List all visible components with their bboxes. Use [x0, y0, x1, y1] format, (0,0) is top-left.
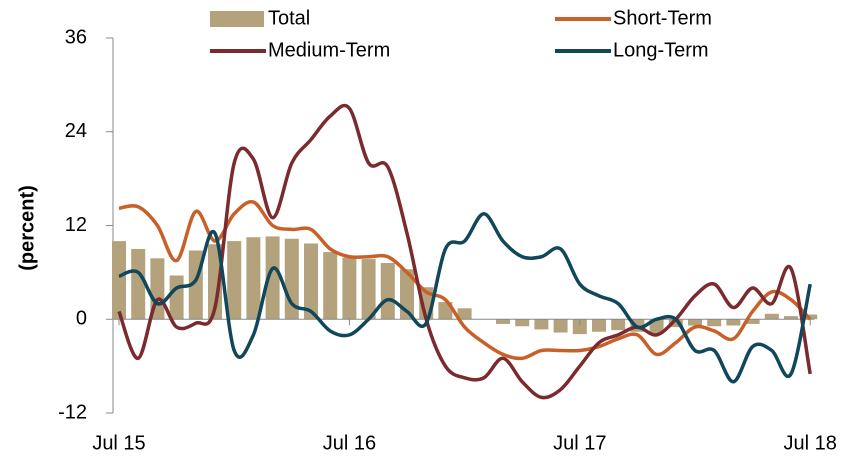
x-tick-label: Jul 18	[784, 432, 837, 454]
bar	[169, 275, 184, 320]
bar	[649, 319, 664, 334]
bar	[361, 259, 376, 320]
y-tick-label: 24	[65, 120, 87, 142]
bar	[572, 319, 587, 335]
line	[117, 103, 812, 400]
legend-label: Long-Term	[613, 39, 709, 61]
x-tick-label: Jul 15	[92, 432, 145, 454]
bar	[784, 316, 798, 320]
legend-label: Total	[268, 7, 310, 29]
x-tick-label: Jul 17	[553, 432, 606, 454]
x-tick-label: Jul 16	[323, 432, 376, 454]
y-axis-label: (percent)	[16, 185, 38, 271]
bar	[688, 319, 702, 326]
line	[118, 200, 812, 361]
bar	[745, 319, 760, 324]
line	[118, 212, 812, 384]
bar	[342, 257, 357, 320]
y-tick-label: 36	[65, 26, 87, 48]
bar	[764, 313, 779, 320]
y-tick-label: 0	[76, 308, 87, 330]
bar	[265, 236, 280, 320]
bar	[726, 319, 741, 326]
bar	[515, 319, 530, 327]
y-tick-label: 12	[65, 214, 87, 236]
bar	[131, 248, 146, 320]
bar	[304, 243, 318, 320]
bar	[496, 319, 510, 324]
bar	[707, 319, 722, 327]
bar	[246, 237, 261, 320]
bar	[553, 319, 568, 333]
bar	[227, 241, 242, 320]
bar	[323, 252, 338, 320]
legend-label: Short-Term	[613, 7, 712, 29]
y-tick-label: -12	[58, 401, 87, 423]
bar	[380, 263, 395, 320]
bar	[457, 308, 472, 320]
bar	[592, 319, 606, 332]
bar	[668, 319, 683, 328]
legend-swatch	[210, 11, 264, 27]
bar	[208, 244, 222, 320]
legend-label: Medium-Term	[268, 39, 390, 61]
bar	[112, 241, 126, 320]
bar	[534, 319, 549, 330]
bar	[611, 319, 626, 331]
